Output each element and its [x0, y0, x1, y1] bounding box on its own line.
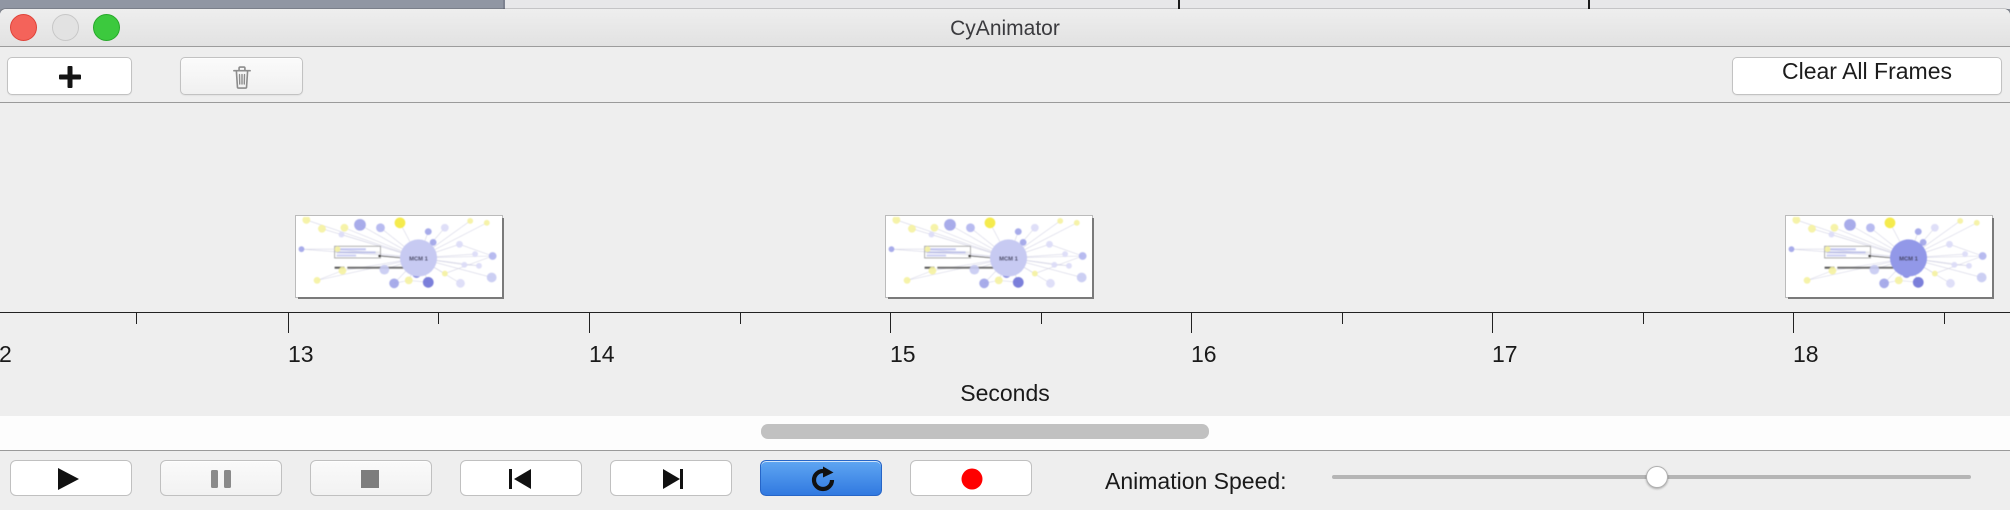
svg-text:MCM 1: MCM 1	[409, 256, 429, 262]
svg-text:MCM 1: MCM 1	[999, 256, 1019, 262]
svg-text:MCM 1: MCM 1	[1899, 256, 1919, 262]
